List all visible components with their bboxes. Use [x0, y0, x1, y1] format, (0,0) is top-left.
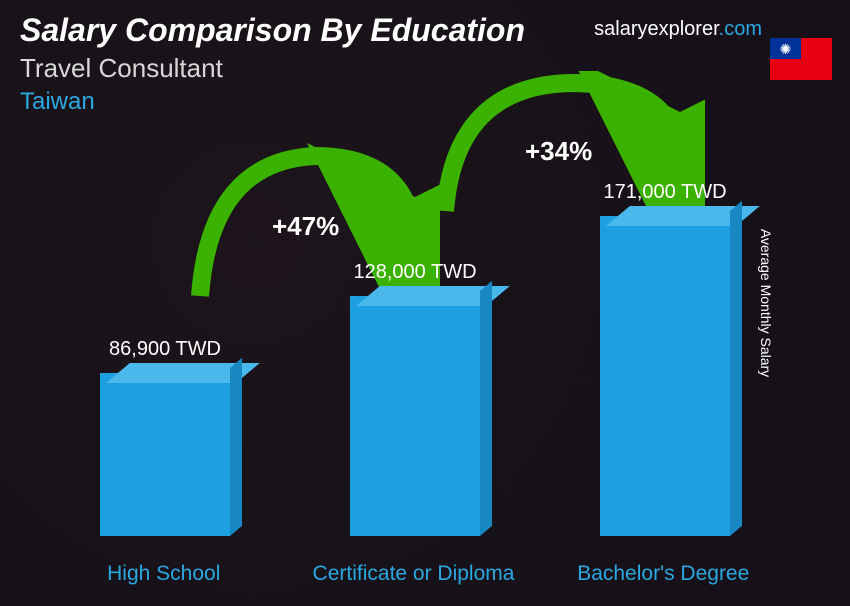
- bar-0: [100, 373, 230, 536]
- bar-side-1: [480, 281, 492, 536]
- bar-2: [600, 216, 730, 536]
- bar-group-0: 86,900 TWD: [41, 338, 289, 536]
- bar-front-1: [350, 296, 480, 536]
- bar-value-0: 86,900 TWD: [109, 338, 221, 361]
- bar-front-2: [600, 216, 730, 536]
- bar-label-1: Certificate or Diploma: [290, 562, 538, 586]
- bar-value-2: 171,000 TWD: [603, 181, 726, 204]
- bars-container: 86,900 TWD 128,000 TWD 171,000 TWD: [40, 156, 790, 536]
- page-title: Salary Comparison By Education: [20, 12, 525, 49]
- subtitle: Travel Consultant: [20, 53, 525, 84]
- bar-label-0: High School: [40, 562, 288, 586]
- source-attribution: salaryexplorer.com: [594, 18, 762, 41]
- bar-label-2: Bachelor's Degree: [540, 562, 788, 586]
- bar-1: [350, 296, 480, 536]
- source-prefix: salaryexplorer: [594, 18, 719, 40]
- flag-canton: ✺: [770, 38, 801, 59]
- bar-chart: +47% +34% 86,900 TWD 128,000 TWD: [40, 106, 790, 586]
- bar-side-2: [730, 201, 742, 536]
- flag-sun-icon: ✺: [780, 42, 792, 56]
- flag-icon: ✺: [770, 38, 832, 80]
- header: Salary Comparison By Education Travel Co…: [20, 12, 525, 116]
- bar-side-0: [230, 358, 242, 536]
- bar-value-1: 128,000 TWD: [353, 261, 476, 284]
- bar-front-0: [100, 373, 230, 536]
- source-suffix: .com: [719, 18, 762, 40]
- bar-group-1: 128,000 TWD: [291, 261, 539, 536]
- bar-group-2: 171,000 TWD: [541, 181, 789, 536]
